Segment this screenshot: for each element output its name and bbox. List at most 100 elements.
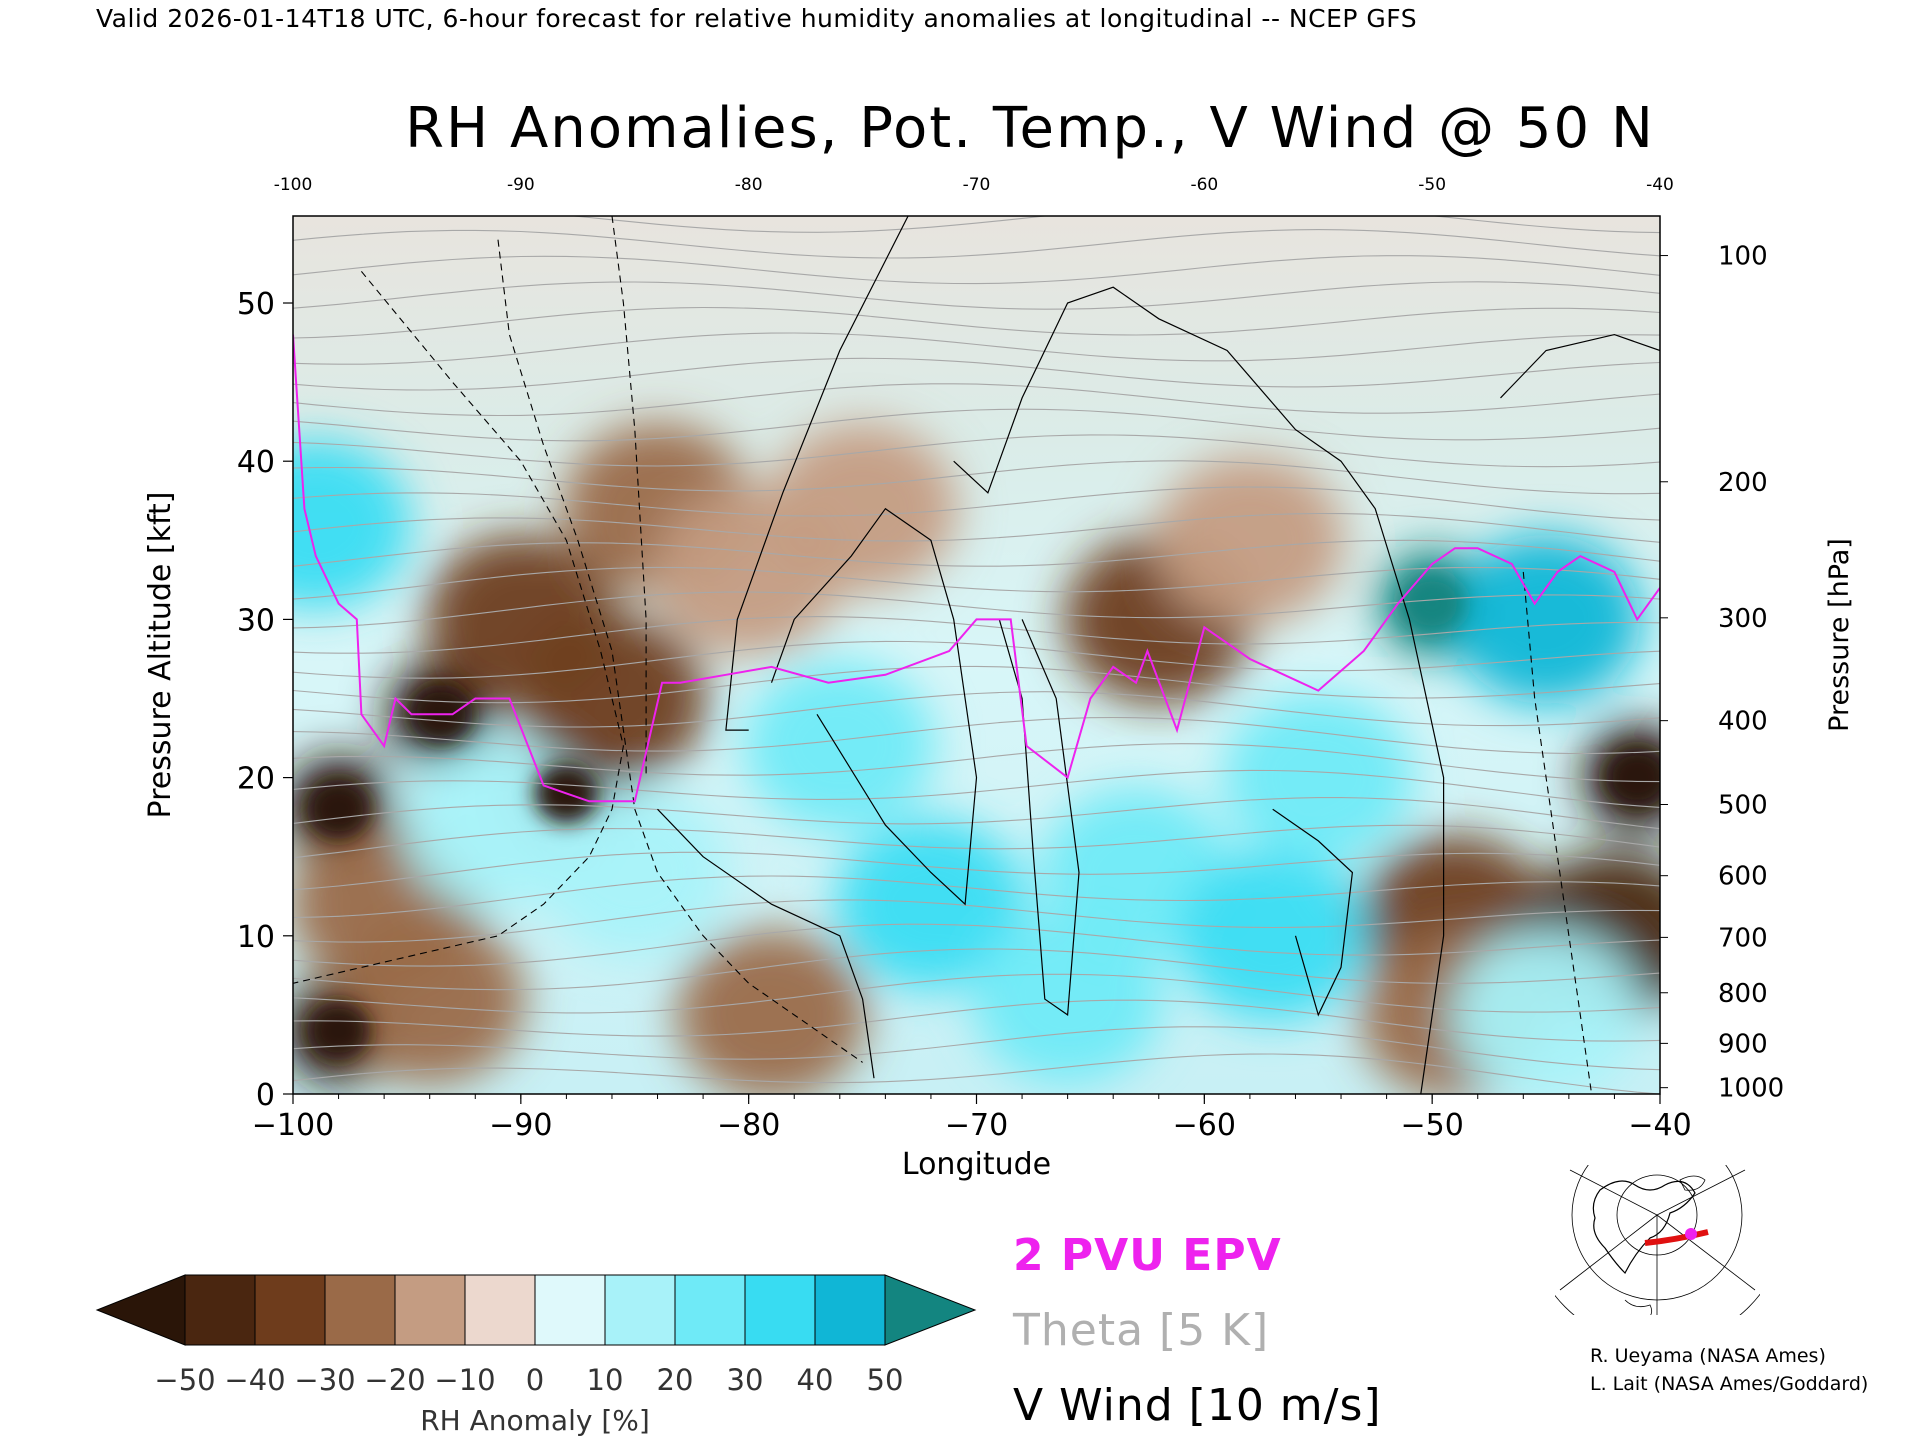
top-tick-label-6: -40 xyxy=(1646,175,1674,195)
pressure-tick-label-2: 300 xyxy=(1718,604,1768,634)
top-tick-label-0: -100 xyxy=(274,175,313,195)
colorbar-swatch-4 xyxy=(464,1274,536,1346)
valid-line: Valid 2026-01-14T18 UTC, 6-hour forecast… xyxy=(96,4,1418,33)
x-axis-label: Longitude xyxy=(902,1147,1051,1182)
rh-cell-26 xyxy=(1451,534,1642,705)
theta-contour-405 xyxy=(293,281,1660,310)
location-inset-map xyxy=(1555,1165,1760,1315)
rh-core-0 xyxy=(306,779,371,840)
v-wind-solid-1 xyxy=(657,808,875,1079)
theta-contour-265 xyxy=(293,999,1660,1042)
colorbar-tick-label-4: −10 xyxy=(434,1363,495,1397)
v-wind-dashed-0 xyxy=(293,271,624,984)
v-wind-solid-2 xyxy=(770,507,978,906)
theta-contour-395 xyxy=(293,332,1660,365)
colorbar-tick-label-7: 20 xyxy=(657,1363,694,1397)
pressure-tick-label-7: 800 xyxy=(1718,979,1768,1009)
colorbar-high-arrow xyxy=(884,1274,977,1346)
y-tick-label-4: 40 xyxy=(237,445,275,480)
theta-contour-370 xyxy=(293,460,1660,495)
theta-contour-330 xyxy=(293,665,1660,704)
rh-anomaly-field xyxy=(293,216,1660,1094)
v-wind-solid-0 xyxy=(725,216,909,731)
colorbar-label: RH Anomaly [%] xyxy=(420,1404,650,1437)
pressure-tick-label-3: 400 xyxy=(1718,707,1768,737)
theta-contour-415 xyxy=(293,229,1660,259)
colorbar-tick-label-5: 0 xyxy=(526,1363,544,1397)
theta-contour-355 xyxy=(293,539,1660,567)
rh-cell-18 xyxy=(744,660,935,831)
theta-contour-390 xyxy=(293,357,1660,391)
rh-cell-27 xyxy=(293,439,411,610)
top-tick-label-1: -90 xyxy=(507,175,535,195)
rh-cell-12 xyxy=(1154,455,1345,626)
x-tick-label-0: −100 xyxy=(252,1108,334,1143)
theta-contour-275 xyxy=(293,948,1660,991)
credit-line-2: L. Lait (NASA Ames/Goddard) xyxy=(1590,1373,1869,1395)
v-wind-solid-3 xyxy=(953,286,1445,1094)
theta-contour-255 xyxy=(293,1053,1660,1094)
theta-contour-320 xyxy=(293,716,1660,755)
theta-contour-360 xyxy=(293,512,1660,543)
theta-contour-410 xyxy=(293,255,1660,285)
x-tick-label-5: −50 xyxy=(1401,1108,1464,1143)
rh-cell-10 xyxy=(767,423,958,594)
theta-contour-350 xyxy=(293,566,1660,600)
rh-cell-29 xyxy=(1451,929,1642,1094)
colorbar-swatch-7 xyxy=(674,1274,746,1346)
rh-cell-19 xyxy=(835,819,1026,990)
colorbar-tick-label-3: −20 xyxy=(364,1363,425,1397)
pressure-tick-label-6: 700 xyxy=(1718,923,1768,953)
theta-contour-365 xyxy=(293,486,1660,521)
rh-cell-24 xyxy=(972,914,1163,1085)
y-tick-label-2: 20 xyxy=(237,762,275,797)
x-tick-label-2: −80 xyxy=(717,1108,780,1143)
theta-contour-340 xyxy=(293,616,1660,654)
colorbar-tick-label-2: −30 xyxy=(294,1363,355,1397)
top-tick-label-5: -50 xyxy=(1418,175,1446,195)
epv-2pvu-line xyxy=(293,334,1660,803)
y-tick-label-0: 0 xyxy=(256,1078,275,1113)
pressure-tick-label-5: 600 xyxy=(1718,862,1768,892)
colorbar-swatch-2 xyxy=(324,1274,396,1346)
legend-entry-0: 2 PVU EPV xyxy=(1013,1230,1282,1281)
v-wind-dashed-3 xyxy=(1522,571,1593,1094)
v-wind-solid-5 xyxy=(1272,808,1354,1017)
chart-title: RH Anomalies, Pot. Temp., V Wind @ 50 N xyxy=(405,96,1655,161)
theta-contour-300 xyxy=(293,824,1660,859)
epv-line xyxy=(293,334,1660,803)
pressure-tick-label-1: 200 xyxy=(1718,468,1768,498)
y-tick-label-3: 30 xyxy=(237,603,275,638)
pressure-tick-label-4: 500 xyxy=(1718,790,1768,820)
colorbar: −50 −40 −30 −20 −10 0 10 20 30 40 50 RH Anomaly [%] xyxy=(95,1274,977,1437)
theta-contour-420 xyxy=(568,216,1660,234)
colorbar-tick-label-8: 30 xyxy=(727,1363,764,1397)
x-tick-label-6: −40 xyxy=(1628,1108,1691,1143)
v-wind-dashed-1 xyxy=(497,239,863,1063)
theta-contour-280 xyxy=(293,923,1660,967)
axes: −100 -100 −90 -90 −80 -80 −70 -70 −60 -60 −50 -50 −4… xyxy=(143,175,1855,1182)
top-tick-label-2: -80 xyxy=(735,175,763,195)
x-tick-label-4: −60 xyxy=(1173,1108,1236,1143)
theta-contour-295 xyxy=(293,851,1660,891)
y-axis-label-right: Pressure [hPa] xyxy=(1824,538,1855,732)
colorbar-tick-label-0: −50 xyxy=(154,1363,215,1397)
theta-contour-285 xyxy=(293,899,1660,943)
colorbar-swatch-9 xyxy=(814,1274,886,1346)
theta-contour-310 xyxy=(293,769,1660,808)
top-tick-label-4: -60 xyxy=(1190,175,1218,195)
pressure-tick-label-8: 900 xyxy=(1718,1029,1768,1059)
theta-contour-375 xyxy=(293,434,1660,468)
rh-cell-7 xyxy=(334,914,525,1085)
theta-contour-260 xyxy=(293,1026,1660,1071)
credit-line-1: R. Ueyama (NASA Ames) xyxy=(1590,1345,1826,1367)
colorbar-swatch-8 xyxy=(744,1274,816,1346)
x-tick-label-1: −90 xyxy=(489,1108,552,1143)
colorbar-tick-label-1: −40 xyxy=(224,1363,285,1397)
x-tick-label-3: −70 xyxy=(945,1108,1008,1143)
theta-contour-345 xyxy=(293,591,1660,629)
colorbar-swatch-5 xyxy=(534,1274,606,1346)
theta-contour-400 xyxy=(293,306,1660,339)
y-tick-label-5: 50 xyxy=(237,287,275,322)
